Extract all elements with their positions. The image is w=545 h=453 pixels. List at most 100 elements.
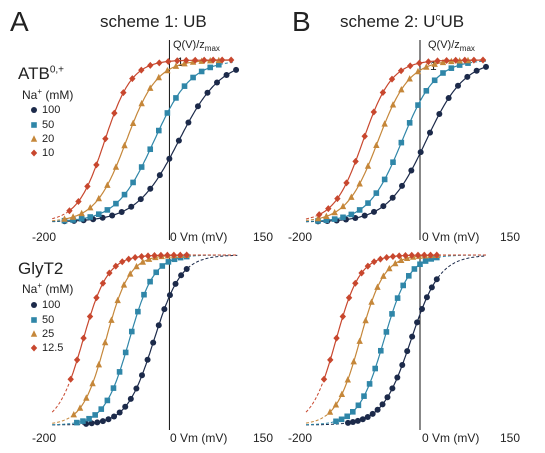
point-glyt2-ub-12.5-14 xyxy=(157,251,165,259)
point-glyt2-ucub-12.5-17 xyxy=(427,251,434,259)
point-atb-ucub-10-1 xyxy=(325,205,332,213)
fit-curve-glyt2-ub-100 xyxy=(86,268,188,425)
point-atb-ub-20-6 xyxy=(112,163,120,170)
point-glyt2-ub-12.5-1 xyxy=(73,356,81,364)
point-glyt2-ucub-12.5-5 xyxy=(352,279,359,287)
point-glyt2-ub-100-16 xyxy=(172,280,179,287)
point-atb-ucub-20-12 xyxy=(414,67,422,75)
point-glyt2-ub-100-10 xyxy=(139,372,145,379)
point-glyt2-ub-12.5-10 xyxy=(131,253,139,261)
point-glyt2-ucub-100-7 xyxy=(379,401,386,408)
xlabel-b-bot: 0 Vm (mV) xyxy=(422,431,480,445)
point-glyt2-ub-12.5-5 xyxy=(99,279,107,287)
point-atb-ucub-20-2 xyxy=(331,208,338,216)
point-atb-ucub-10-17 xyxy=(470,56,478,64)
point-glyt2-ucub-100-3 xyxy=(359,416,366,423)
point-atb-ub-20-1 xyxy=(69,213,77,220)
point-atb-ucub-10-0 xyxy=(316,211,323,219)
point-atb-ub-10-16 xyxy=(209,56,217,64)
point-glyt2-ucub-12.5-10 xyxy=(383,253,390,261)
point-glyt2-ucub-100-12 xyxy=(404,348,411,355)
point-glyt2-ub-12.5-13 xyxy=(151,252,158,260)
ylabel-b: Q(V)/zmax xyxy=(428,39,475,54)
point-glyt2-ub-12.5-2 xyxy=(80,334,87,342)
point-glyt2-ucub-50-6 xyxy=(366,381,373,387)
point-glyt2-ub-25-7 xyxy=(114,296,121,304)
point-glyt2-ucub-50-11 xyxy=(394,295,401,301)
point-atb-ucub-100-14 xyxy=(445,95,452,102)
point-atb-ucub-50-13 xyxy=(423,88,430,94)
point-atb-ub-20-11 xyxy=(155,73,162,81)
point-atb-ucub-20-3 xyxy=(339,202,347,210)
point-atb-ucub-20-14 xyxy=(431,60,438,67)
point-atb-ucub-50-6 xyxy=(365,200,371,206)
legend-marker-1-3 xyxy=(30,344,38,352)
fit-extrap-left-glyt2-ucub-50 xyxy=(305,421,335,426)
point-glyt2-ucub-100-6 xyxy=(374,406,381,413)
legend-atb-50: 50 xyxy=(42,119,55,131)
legend-title-atb: Na+ (mM) xyxy=(22,87,74,102)
point-glyt2-ub-100-15 xyxy=(166,292,173,299)
point-atb-ucub-20-6 xyxy=(364,162,372,169)
point-glyt2-ub-100-3 xyxy=(99,418,106,425)
point-atb-ub-20-3 xyxy=(87,203,94,211)
point-atb-ucub-100-8 xyxy=(389,194,396,201)
point-glyt2-ub-100-17 xyxy=(178,272,185,279)
point-atb-ub-50-15 xyxy=(190,74,196,81)
point-glyt2-ub-12.5-11 xyxy=(138,252,145,260)
point-atb-ucub-10-5 xyxy=(361,132,368,140)
point-atb-ub-20-13 xyxy=(172,62,180,69)
point-glyt2-ub-12.5-6 xyxy=(106,269,113,277)
point-glyt2-ucub-50-16 xyxy=(422,258,429,264)
point-atb-ucub-50-15 xyxy=(440,70,446,76)
xlabel-a-top: 0 Vm (mV) xyxy=(170,230,228,244)
legend-glyt2-50: 50 xyxy=(42,314,55,326)
point-glyt2-ub-12.5-0 xyxy=(67,375,74,383)
point-atb-ub-10-14 xyxy=(192,56,199,64)
point-glyt2-ub-12.5-7 xyxy=(112,262,120,270)
point-atb-ub-10-15 xyxy=(200,56,208,64)
point-glyt2-ub-100-9 xyxy=(133,385,140,392)
point-glyt2-ucub-50-13 xyxy=(406,273,412,279)
fit-extrap-left-atb-ucub-50 xyxy=(305,220,317,222)
point-glyt2-ub-25-2 xyxy=(83,394,90,401)
point-atb-ucub-100-10 xyxy=(408,167,415,174)
point-atb-ub-50-16 xyxy=(198,68,205,75)
point-atb-ucub-50-4 xyxy=(348,211,355,218)
point-atb-ucub-50-11 xyxy=(406,120,413,126)
point-atb-ub-100-16 xyxy=(214,79,221,86)
point-glyt2-ub-50-8 xyxy=(122,349,129,356)
point-glyt2-ub-50-11 xyxy=(141,291,147,298)
point-atb-ub-10-18 xyxy=(227,56,235,64)
fit-extrap-left-glyt2-ub-50 xyxy=(52,422,76,426)
point-glyt2-ucub-12.5-11 xyxy=(389,252,397,260)
point-glyt2-ucub-12.5-6 xyxy=(358,269,365,277)
point-atb-ucub-100-16 xyxy=(464,73,471,80)
legend-atb-100: 100 xyxy=(42,104,61,116)
point-atb-ub-10-3 xyxy=(93,161,100,169)
point-glyt2-ucub-25-3 xyxy=(344,376,351,383)
point-atb-ub-10-2 xyxy=(84,182,91,190)
point-atb-ucub-100-6 xyxy=(371,208,377,215)
point-glyt2-ucub-50-17 xyxy=(428,256,434,262)
legend-title-glyt2: Na+ (mM) xyxy=(22,281,74,296)
point-glyt2-ub-50-2 xyxy=(86,415,92,422)
point-atb-ub-20-8 xyxy=(129,119,137,126)
point-glyt2-ucub-25-8 xyxy=(374,283,381,290)
point-atb-ub-20-5 xyxy=(104,181,111,188)
point-glyt2-ucub-100-9 xyxy=(389,385,396,392)
point-glyt2-ucub-25-5 xyxy=(356,337,363,344)
point-glyt2-ucub-100-18 xyxy=(433,276,440,283)
point-glyt2-ucub-50-15 xyxy=(417,261,423,268)
point-glyt2-ucub-50-3 xyxy=(350,409,356,415)
xlabel-a-bot: 0 Vm (mV) xyxy=(170,431,228,445)
point-glyt2-ub-100-14 xyxy=(161,306,168,313)
point-atb-ucub-20-0 xyxy=(314,214,322,222)
point-atb-ub-50-7 xyxy=(121,191,128,198)
point-atb-ucub-50-12 xyxy=(415,102,421,108)
point-atb-ub-10-7 xyxy=(129,75,136,83)
point-atb-ub-20-4 xyxy=(95,194,102,202)
point-atb-ub-20-14 xyxy=(181,59,188,67)
point-atb-ucub-10-7 xyxy=(379,89,387,97)
